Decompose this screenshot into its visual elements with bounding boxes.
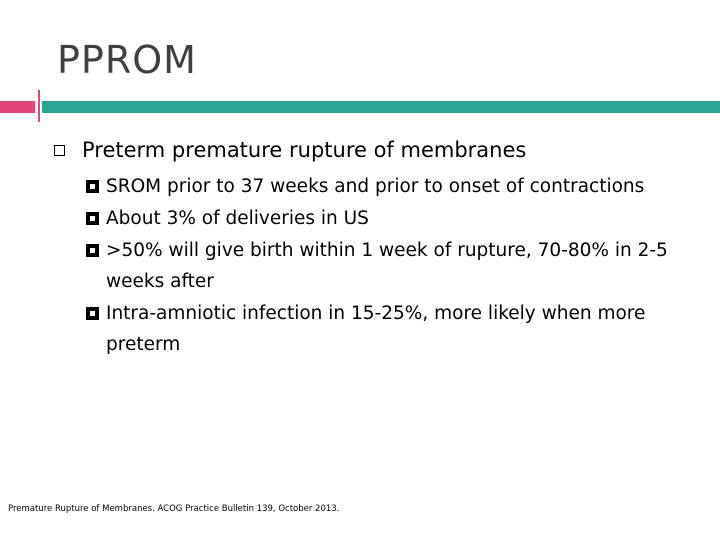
framed-square-bullet-icon xyxy=(86,180,99,193)
framed-square-bullet-icon xyxy=(86,307,99,320)
sub-point: >50% will give birth within 1 week of ru… xyxy=(0,235,696,297)
title-rule-accent xyxy=(0,101,35,113)
sub-point-list: SROM prior to 37 weeks and prior to onse… xyxy=(0,171,720,360)
sub-point-text: >50% will give birth within 1 week of ru… xyxy=(106,240,668,292)
sub-point: About 3% of deliveries in US xyxy=(0,203,696,234)
title-rule-divider xyxy=(38,90,40,122)
sub-point-text: About 3% of deliveries in US xyxy=(106,208,369,229)
hollow-square-bullet-icon xyxy=(54,145,65,156)
framed-square-bullet-icon xyxy=(86,212,99,225)
main-point: Preterm premature rupture of membranes xyxy=(82,138,527,162)
sub-point: Intra-amniotic infection in 15-25%, more… xyxy=(0,298,696,360)
title-rule-bar xyxy=(42,101,720,113)
citation-footnote: Premature Rupture of Membranes. ACOG Pra… xyxy=(8,504,340,514)
framed-square-bullet-icon xyxy=(86,244,99,257)
sub-point-text: Intra-amniotic infection in 15-25%, more… xyxy=(106,303,646,355)
slide-title: PPROM xyxy=(57,38,197,82)
sub-point: SROM prior to 37 weeks and prior to onse… xyxy=(0,171,696,202)
sub-point-text: SROM prior to 37 weeks and prior to onse… xyxy=(106,176,645,197)
